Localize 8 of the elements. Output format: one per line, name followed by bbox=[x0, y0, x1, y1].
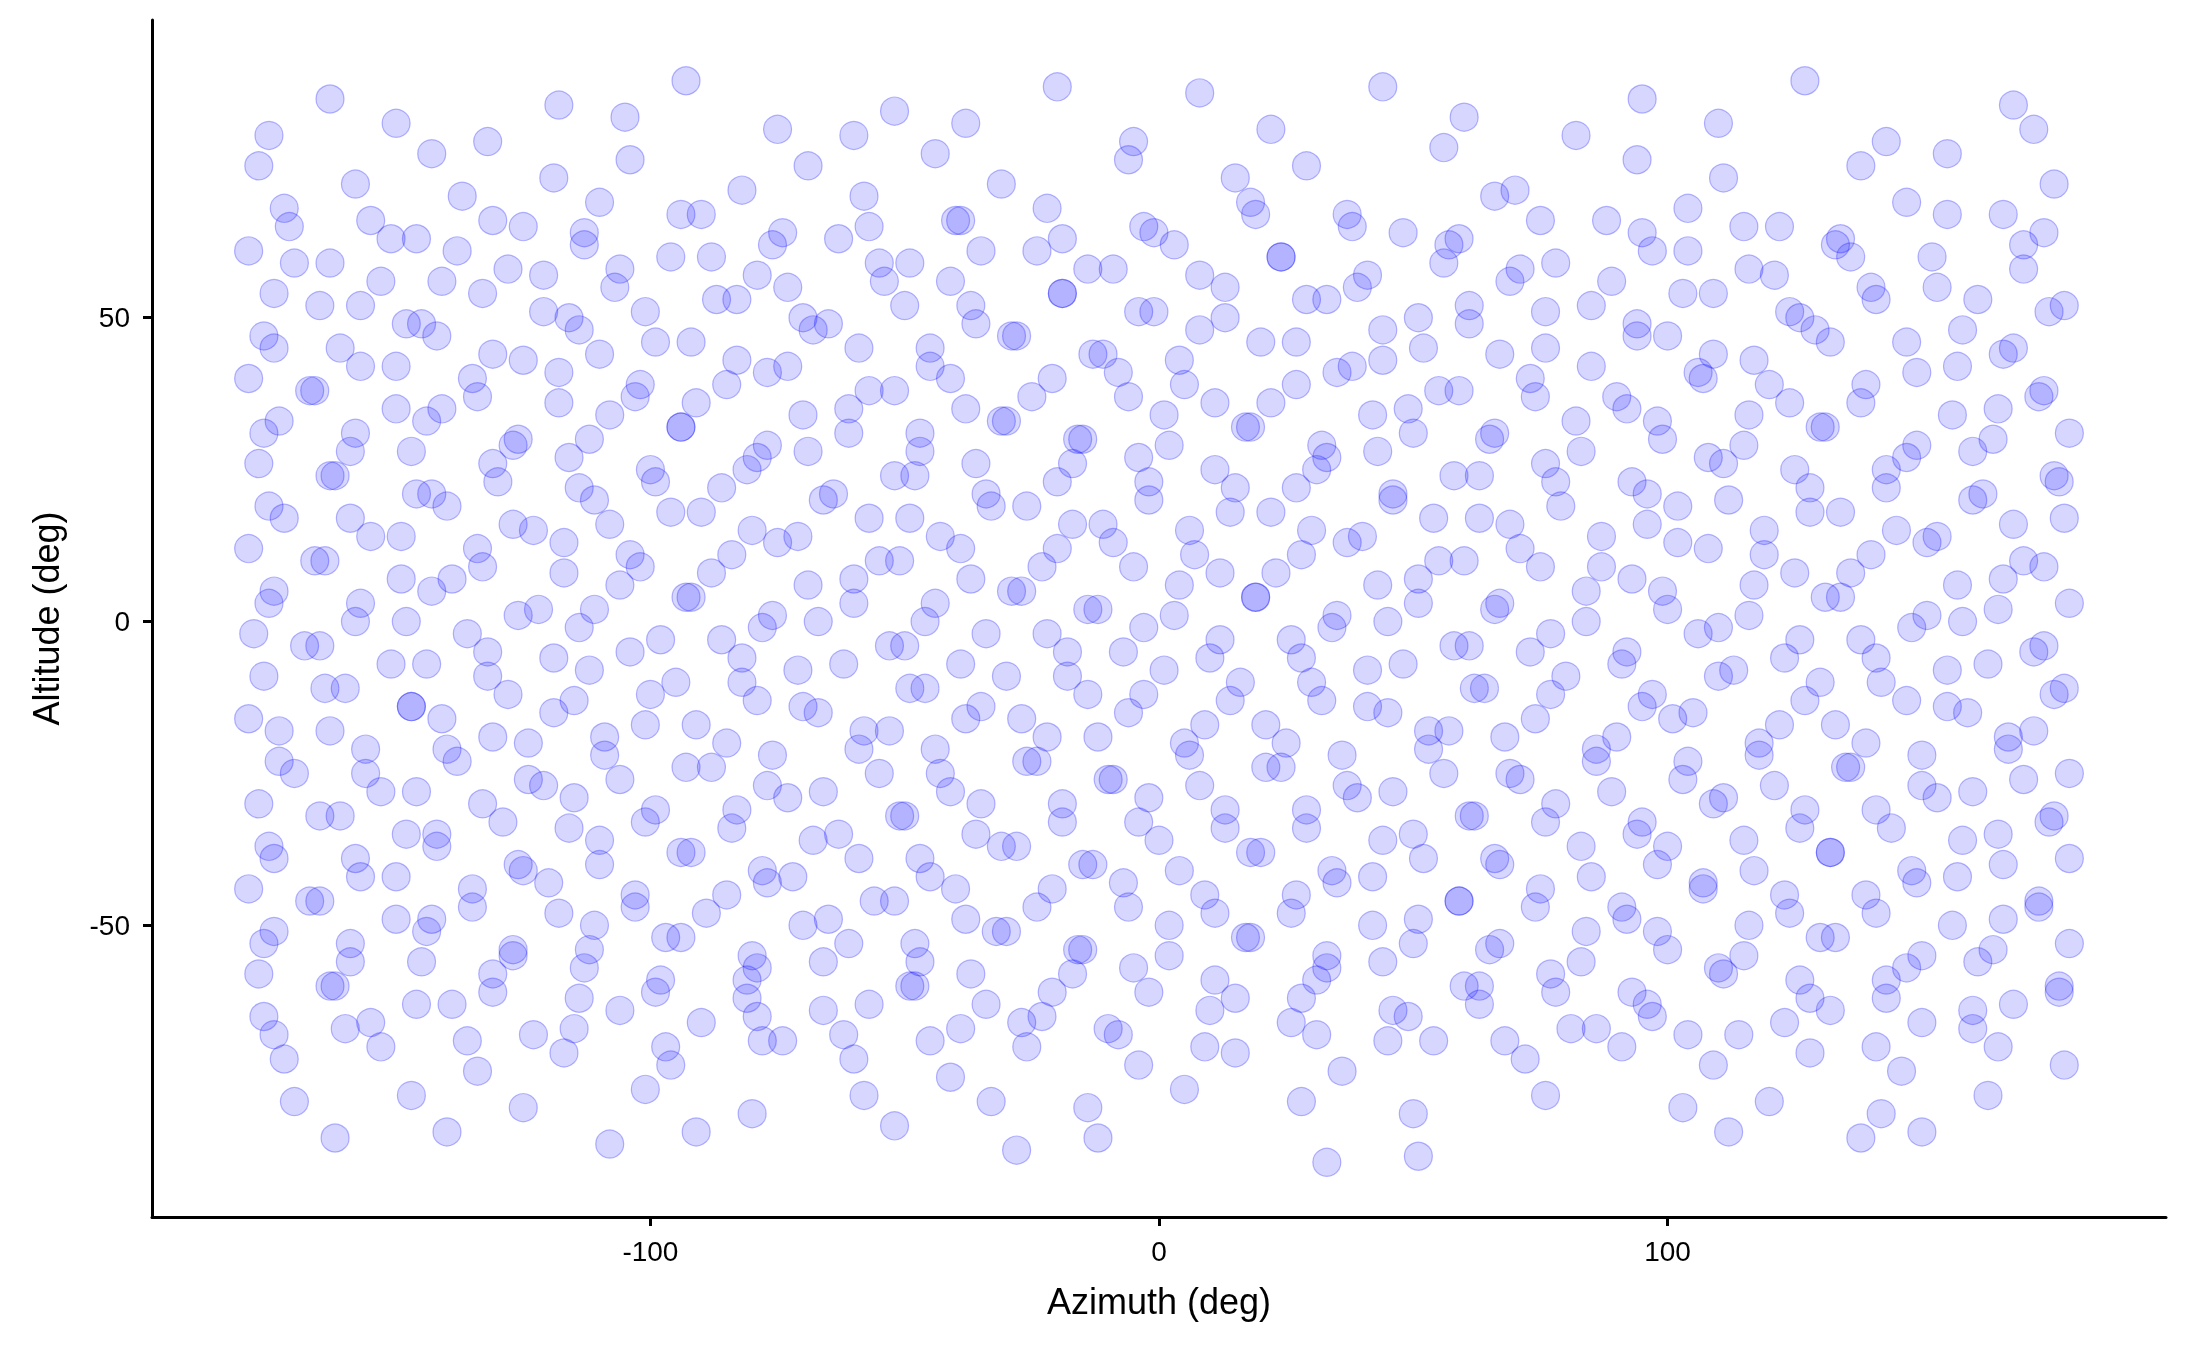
y-tick-label: 0 bbox=[114, 606, 130, 638]
x-axis-title: Azimuth (deg) bbox=[1046, 1280, 1272, 1322]
x-tick-label: 100 bbox=[1644, 1235, 1691, 1267]
x-tick-label: -100 bbox=[622, 1235, 679, 1267]
x-tick-label: 0 bbox=[1151, 1235, 1167, 1267]
y-tick-label: -50 bbox=[89, 909, 130, 941]
y-tick-label: 50 bbox=[98, 302, 130, 334]
y-axis-title: Altitude (deg) bbox=[25, 511, 67, 726]
